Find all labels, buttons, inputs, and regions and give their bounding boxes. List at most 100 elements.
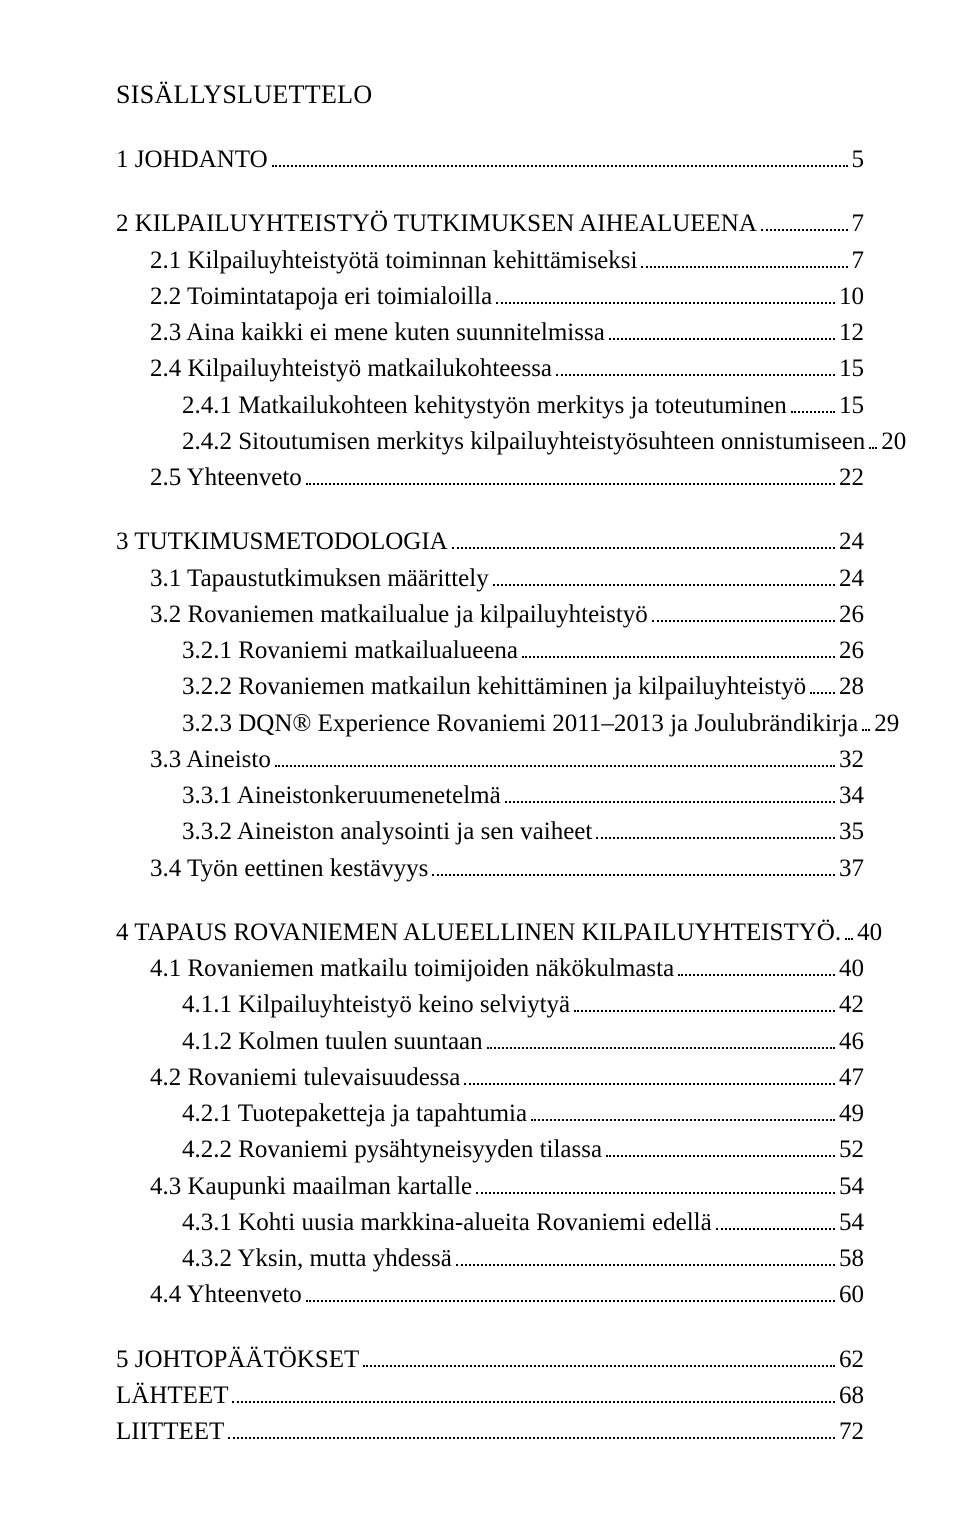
toc-leader-dots bbox=[810, 677, 835, 694]
toc-entry: LÄHTEET68 bbox=[116, 1378, 864, 1414]
toc-page: SISÄLLYSLUETTELO 1 JOHDANTO5 2 KILPAILUYH… bbox=[0, 0, 960, 1513]
toc-entry-label: 4 TAPAUS ROVANIEMEN ALUEELLINEN KILPAILU… bbox=[116, 915, 841, 951]
toc-leader-dots bbox=[574, 995, 835, 1012]
toc-entry-label: 2.3 Aina kaikki ei mene kuten suunnitelm… bbox=[150, 315, 605, 351]
toc-entry-label: 4.1 Rovaniemen matkailu toimijoiden näkö… bbox=[150, 951, 674, 987]
toc-entry: 2.4 Kilpailuyhteistyö matkailukohteessa 1… bbox=[116, 351, 864, 387]
toc-entry-label: 4.1.2 Kolmen tuulen suuntaan bbox=[182, 1024, 483, 1060]
toc-entry: 3.2.2 Rovaniemen matkailun kehittäminen … bbox=[116, 669, 864, 705]
toc-leader-dots bbox=[761, 214, 848, 231]
toc-entry: 2.5 Yhteenveto 22 bbox=[116, 460, 864, 496]
toc-entry: 4.4 Yhteenveto60 bbox=[116, 1277, 864, 1313]
toc-entry-page: 62 bbox=[839, 1342, 864, 1378]
toc-entry-page: 49 bbox=[839, 1096, 864, 1132]
toc-title: SISÄLLYSLUETTELO bbox=[116, 80, 864, 110]
toc-entry-page: 29 bbox=[874, 706, 899, 742]
toc-entry-page: 26 bbox=[839, 597, 864, 633]
toc-entry-page: 54 bbox=[839, 1169, 864, 1205]
toc-entry-label: 2.5 Yhteenveto bbox=[150, 460, 302, 496]
toc-leader-dots bbox=[464, 1068, 835, 1085]
toc-entry: 4 TAPAUS ROVANIEMEN ALUEELLINEN KILPAILU… bbox=[116, 915, 864, 951]
toc-entry-page: 24 bbox=[839, 561, 864, 597]
toc-entry-page: 15 bbox=[839, 351, 864, 387]
toc-entry: 2.3 Aina kaikki ei mene kuten suunnitelm… bbox=[116, 315, 864, 351]
toc-entry-label: 3 TUTKIMUSMETODOLOGIA bbox=[116, 524, 448, 560]
toc-leader-dots bbox=[609, 323, 835, 340]
toc-entry: 3.4 Työn eettinen kestävyys37 bbox=[116, 851, 864, 887]
toc-block-gap bbox=[116, 496, 864, 524]
toc-leader-dots bbox=[487, 1032, 835, 1049]
toc-entry-page: 40 bbox=[839, 951, 864, 987]
toc-entry-label: 3.2 Rovaniemen matkailualue ja kilpailuy… bbox=[150, 597, 648, 633]
toc-entry-label: 2.4.2 Sitoutumisen merkitys kilpailuyhte… bbox=[182, 424, 865, 460]
toc-entry-page: 52 bbox=[839, 1132, 864, 1168]
toc-entry-page: 22 bbox=[839, 460, 864, 496]
toc-leader-dots bbox=[791, 396, 835, 413]
toc-entry-label: 2.4 Kilpailuyhteistyö matkailukohteessa bbox=[150, 351, 552, 387]
toc-leader-dots bbox=[641, 251, 847, 268]
toc-leader-dots bbox=[606, 1140, 835, 1157]
toc-entry-label: 4.1.1 Kilpailuyhteistyö keino selviytyä bbox=[182, 987, 570, 1023]
toc-entry: 4.2.2 Rovaniemi pysähtyneisyyden tilassa… bbox=[116, 1132, 864, 1168]
toc-leader-dots bbox=[678, 959, 835, 976]
toc-entry-label: 2.2 Toimintatapoja eri toimialoilla bbox=[150, 279, 492, 315]
toc-entry: 2.1 Kilpailuyhteistyötä toiminnan kehitt… bbox=[116, 243, 864, 279]
toc-leader-dots bbox=[869, 432, 877, 449]
toc-body: 1 JOHDANTO5 2 KILPAILUYHTEISTYÖ TUTKIMUKS… bbox=[116, 142, 864, 1450]
toc-entry: 4.2.1 Tuotepaketteja ja tapahtumia 49 bbox=[116, 1096, 864, 1132]
toc-block-gap bbox=[116, 178, 864, 206]
toc-leader-dots bbox=[596, 822, 835, 839]
toc-entry-label: 1 JOHDANTO bbox=[116, 142, 268, 178]
toc-entry-page: 54 bbox=[839, 1205, 864, 1241]
toc-entry-page: 32 bbox=[839, 742, 864, 778]
toc-leader-dots bbox=[306, 1285, 835, 1302]
toc-entry: 2.4.1 Matkailukohteen kehitystyön merkit… bbox=[116, 388, 864, 424]
toc-entry-label: 2.1 Kilpailuyhteistyötä toiminnan kehitt… bbox=[150, 243, 637, 279]
toc-entry: LIITTEET72 bbox=[116, 1414, 864, 1450]
toc-entry: 5 JOHTOPÄÄTÖKSET62 bbox=[116, 1342, 864, 1378]
toc-entry-label: 2.4.1 Matkailukohteen kehitystyön merkit… bbox=[182, 388, 787, 424]
toc-leader-dots bbox=[476, 1177, 835, 1194]
toc-entry: 2.2 Toimintatapoja eri toimialoilla10 bbox=[116, 279, 864, 315]
toc-entry-label: 3.2.1 Rovaniemi matkailualueena bbox=[182, 633, 518, 669]
toc-leader-dots bbox=[496, 287, 835, 304]
toc-entry-label: 3.2.3 DQN® Experience Rovaniemi 2011–201… bbox=[182, 706, 858, 742]
toc-entry-page: 7 bbox=[852, 243, 865, 279]
toc-entry-page: 7 bbox=[852, 206, 865, 242]
toc-entry-page: 72 bbox=[839, 1414, 864, 1450]
toc-entry-label: 4.2.2 Rovaniemi pysähtyneisyyden tilassa bbox=[182, 1132, 602, 1168]
toc-entry: 3.3.2 Aineiston analysointi ja sen vaihe… bbox=[116, 814, 864, 850]
toc-entry: 4.3.1 Kohti uusia markkina-alueita Rovan… bbox=[116, 1205, 864, 1241]
toc-leader-dots bbox=[862, 714, 870, 731]
toc-leader-dots bbox=[505, 786, 835, 803]
toc-entry-label: 4.2.1 Tuotepaketteja ja tapahtumia bbox=[182, 1096, 527, 1132]
toc-entry: 3.3 Aineisto 32 bbox=[116, 742, 864, 778]
toc-leader-dots bbox=[531, 1104, 835, 1121]
toc-entry-label: 3.2.2 Rovaniemen matkailun kehittäminen … bbox=[182, 669, 806, 705]
toc-entry-label: 3.4 Työn eettinen kestävyys bbox=[150, 851, 428, 887]
toc-entry-page: 15 bbox=[839, 388, 864, 424]
toc-block-gap bbox=[116, 887, 864, 915]
toc-entry-page: 12 bbox=[839, 315, 864, 351]
toc-entry-page: 28 bbox=[839, 669, 864, 705]
toc-entry: 1 JOHDANTO5 bbox=[116, 142, 864, 178]
toc-entry-page: 26 bbox=[839, 633, 864, 669]
toc-entry-page: 68 bbox=[839, 1378, 864, 1414]
toc-entry-label: 4.4 Yhteenveto bbox=[150, 1277, 302, 1313]
toc-entry-label: 3.3 Aineisto bbox=[150, 742, 271, 778]
toc-entry-label: 2 KILPAILUYHTEISTYÖ TUTKIMUKSEN AIHEALUE… bbox=[116, 206, 757, 242]
toc-entry: 4.3.2 Yksin, mutta yhdessä58 bbox=[116, 1241, 864, 1277]
toc-entry-page: 40 bbox=[857, 915, 882, 951]
toc-entry: 2 KILPAILUYHTEISTYÖ TUTKIMUKSEN AIHEALUE… bbox=[116, 206, 864, 242]
toc-leader-dots bbox=[556, 359, 835, 376]
toc-entry: 4.1.2 Kolmen tuulen suuntaan46 bbox=[116, 1024, 864, 1060]
toc-entry-label: 3.3.2 Aineiston analysointi ja sen vaihe… bbox=[182, 814, 592, 850]
toc-leader-dots bbox=[275, 750, 835, 767]
toc-entry: 4.1 Rovaniemen matkailu toimijoiden näkö… bbox=[116, 951, 864, 987]
toc-entry-label: 3.3.1 Aineistonkeruumenetelmä bbox=[182, 778, 501, 814]
toc-entry-page: 47 bbox=[839, 1060, 864, 1096]
toc-entry: 3.2 Rovaniemen matkailualue ja kilpailuy… bbox=[116, 597, 864, 633]
toc-entry-label: 4.2 Rovaniemi tulevaisuudessa bbox=[150, 1060, 460, 1096]
toc-leader-dots bbox=[452, 532, 835, 549]
toc-leader-dots bbox=[716, 1213, 835, 1230]
